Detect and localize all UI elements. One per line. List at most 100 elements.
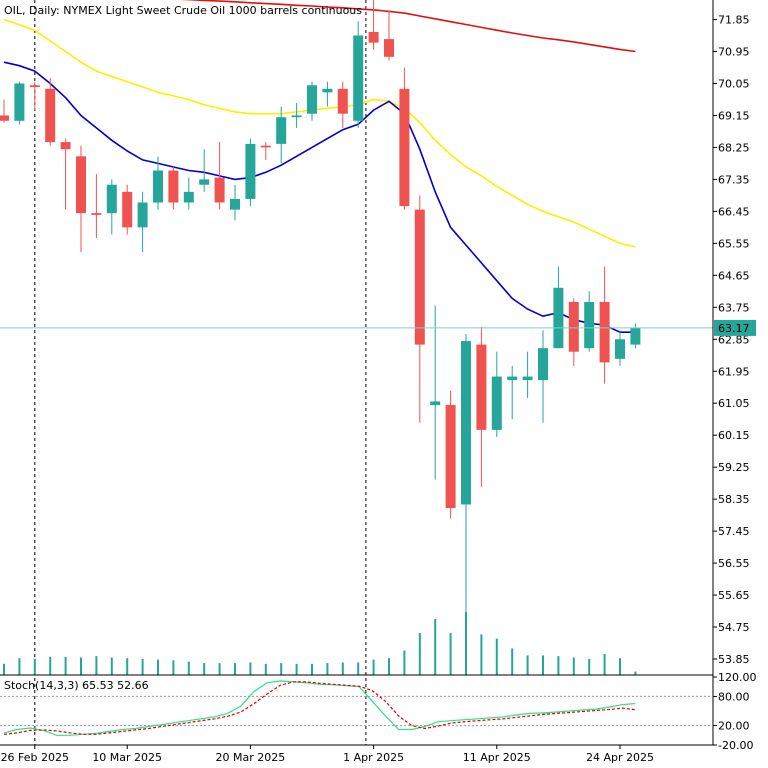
candle-body bbox=[307, 85, 317, 114]
candle-body bbox=[245, 143, 256, 199]
candle-body bbox=[122, 191, 133, 228]
volume-bar bbox=[249, 662, 252, 675]
candle-body bbox=[0, 115, 9, 121]
date-tick-label: 10 Mar 2025 bbox=[92, 751, 162, 764]
candle-body bbox=[137, 202, 148, 228]
price-tick-label: 61.95 bbox=[718, 365, 750, 378]
volume-bar bbox=[203, 663, 206, 675]
price-tick-label: 54.75 bbox=[718, 621, 750, 634]
volume-bar bbox=[542, 655, 544, 675]
volume-bar bbox=[49, 656, 52, 675]
price-tick-label: 57.45 bbox=[718, 525, 750, 538]
candle-body bbox=[168, 170, 179, 203]
volume-bar bbox=[480, 634, 483, 675]
price-tick-label: 56.55 bbox=[718, 557, 750, 570]
price-tick-label: 69.15 bbox=[718, 109, 750, 122]
candle-body bbox=[276, 117, 287, 144]
volume-bar bbox=[572, 657, 575, 675]
volume-bar bbox=[465, 612, 467, 675]
volume-bar bbox=[95, 656, 98, 675]
stoch-tick-label: -20.00 bbox=[718, 739, 753, 752]
volume-bar bbox=[619, 658, 621, 675]
volume-bar bbox=[434, 619, 437, 675]
volume-bar bbox=[295, 663, 298, 675]
candle-body bbox=[76, 156, 86, 214]
candle-body bbox=[29, 85, 40, 88]
volume-bar bbox=[311, 663, 313, 675]
candle-body bbox=[153, 170, 163, 203]
volume-bar bbox=[64, 656, 67, 675]
stoch-tick-label: 80.00 bbox=[718, 690, 750, 703]
date-tick-label: 20 Mar 2025 bbox=[216, 751, 286, 764]
volume-bar bbox=[449, 633, 452, 675]
date-tick-label: 24 Apr 2025 bbox=[586, 751, 654, 764]
candle-body bbox=[199, 179, 210, 185]
price-tick-label: 61.05 bbox=[718, 397, 750, 410]
candle-body bbox=[599, 301, 610, 363]
price-tick-label: 64.65 bbox=[718, 269, 750, 282]
volume-bar bbox=[418, 633, 421, 675]
volume-bar bbox=[603, 654, 606, 675]
sma-mid-series bbox=[3, 18, 636, 248]
stoch-tick-label: 20.00 bbox=[718, 720, 750, 733]
candle-body bbox=[445, 405, 456, 509]
volume-bar bbox=[110, 657, 113, 675]
price-tick-label: 67.35 bbox=[718, 173, 750, 186]
candle-body bbox=[568, 301, 579, 352]
volume-bar bbox=[341, 662, 344, 675]
candle-body bbox=[491, 376, 502, 430]
candle-body bbox=[260, 145, 271, 148]
candle-body bbox=[337, 88, 348, 114]
candle-body bbox=[630, 327, 641, 345]
candle-body bbox=[14, 83, 25, 121]
date-tick-label: 11 Apr 2025 bbox=[463, 751, 531, 764]
candle-body bbox=[214, 177, 225, 203]
volume-bar bbox=[557, 656, 560, 675]
candle-body bbox=[476, 344, 487, 430]
candle-body bbox=[106, 184, 117, 214]
stoch-title: Stoch(14,3,3) 65.53 52.66 bbox=[4, 679, 149, 692]
price-tick-label: 58.35 bbox=[718, 493, 750, 506]
volume-bar bbox=[588, 658, 591, 675]
candle-body bbox=[368, 31, 379, 43]
volume-bar bbox=[80, 657, 82, 675]
volume-bar bbox=[126, 658, 129, 675]
candle-body bbox=[384, 39, 394, 57]
volume-bar bbox=[372, 659, 375, 675]
candle-body bbox=[553, 287, 564, 349]
main-chart-title: OIL, Daily: NYMEX Light Sweet Crude Oil … bbox=[4, 4, 362, 17]
candle-body bbox=[615, 339, 625, 359]
candle-body bbox=[322, 88, 333, 93]
current-price-label: 63.17 bbox=[718, 322, 750, 335]
price-tick-label: 55.65 bbox=[718, 589, 750, 602]
volume-bar bbox=[388, 658, 390, 675]
volume-bar bbox=[218, 663, 221, 675]
price-tick-label: 63.75 bbox=[718, 301, 750, 314]
volume-bar bbox=[495, 638, 498, 675]
candle-body bbox=[430, 401, 441, 405]
price-tick-label: 70.05 bbox=[718, 77, 750, 90]
candle-body bbox=[584, 301, 595, 349]
price-tick-label: 66.45 bbox=[718, 205, 750, 218]
candle-body bbox=[507, 376, 518, 381]
volume-bar bbox=[3, 663, 5, 675]
volume-bar bbox=[187, 661, 190, 675]
candle-body bbox=[461, 341, 471, 505]
date-tick-label: 1 Apr 2025 bbox=[343, 751, 404, 764]
sma-fast-series bbox=[3, 61, 636, 334]
volume-bar bbox=[18, 658, 21, 675]
stoch-tick-label: 120.00 bbox=[718, 671, 757, 684]
candle-body bbox=[291, 115, 302, 118]
price-tick-label: 70.95 bbox=[718, 46, 750, 59]
candle-body bbox=[60, 142, 71, 150]
current-price-badge bbox=[714, 319, 756, 336]
price-tick-label: 71.85 bbox=[718, 14, 750, 27]
candle-body bbox=[522, 376, 533, 381]
stoch-main-series bbox=[3, 680, 636, 736]
price-tick-label: 60.15 bbox=[718, 429, 750, 442]
price-tick-label: 65.55 bbox=[718, 237, 750, 250]
stoch-signal-series bbox=[3, 681, 636, 735]
